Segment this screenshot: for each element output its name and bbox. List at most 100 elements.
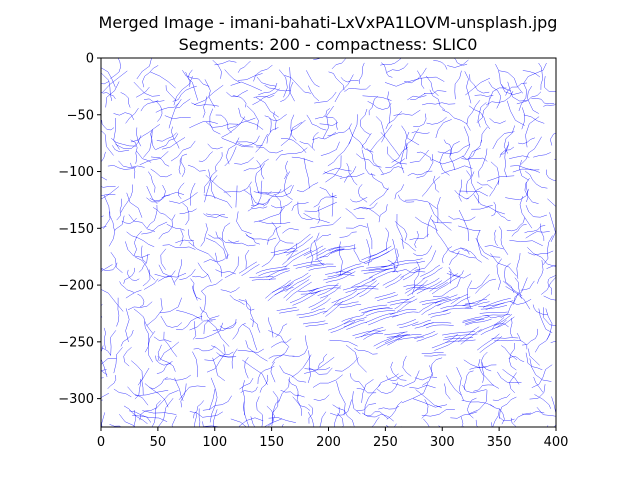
segment-boundary-line: [198, 151, 213, 162]
segment-boundary-line: [389, 309, 417, 316]
segment-boundary-line: [150, 129, 155, 150]
segment-boundary-line: [414, 376, 438, 381]
segment-boundary-line: [109, 424, 122, 427]
segment-boundary-line: [239, 377, 254, 390]
segment-boundary-line: [306, 248, 326, 259]
segment-boundary-line: [258, 220, 291, 224]
segment-boundary-line: [423, 322, 452, 326]
x-tick-label: 150: [259, 435, 284, 450]
segment-boundary-line: [398, 194, 415, 203]
segment-boundary-line: [198, 408, 201, 427]
segment-boundary-line: [238, 135, 260, 147]
segment-boundary-line: [259, 374, 269, 393]
segment-boundary-line: [141, 245, 147, 264]
segment-boundary-line: [111, 138, 137, 147]
segment-boundary-line: [494, 229, 498, 247]
segment-boundary-line: [361, 379, 374, 403]
segment-boundary-line: [155, 390, 179, 410]
segment-boundary-line: [422, 365, 433, 386]
segment-boundary-line: [474, 94, 494, 97]
segment-boundary-line: [542, 235, 553, 266]
segment-boundary-line: [156, 363, 172, 374]
segment-boundary-line: [380, 166, 404, 176]
segment-boundary-line: [304, 357, 335, 374]
segment-boundary-line: [402, 269, 420, 281]
segment-boundary-line: [339, 304, 362, 308]
segment-boundary-line: [410, 93, 426, 100]
segment-boundary-line: [448, 215, 476, 221]
segment-boundary-line: [356, 403, 377, 412]
segment-boundary-line: [201, 425, 219, 427]
segment-boundary-line: [524, 225, 546, 234]
segment-boundary-line: [506, 100, 525, 126]
segment-boundary-line: [477, 333, 500, 351]
segment-boundary-line: [366, 147, 384, 175]
segment-boundary-line: [330, 399, 352, 416]
segment-boundary-line: [520, 136, 542, 165]
segment-boundary-line: [330, 321, 356, 333]
y-tick-label: −300: [58, 392, 94, 407]
segment-boundary-line: [258, 268, 290, 277]
segment-boundary-line: [138, 254, 148, 273]
segment-boundary-line: [205, 121, 239, 128]
segment-boundary-line: [120, 92, 131, 108]
segment-boundary-line: [409, 384, 436, 389]
segment-boundary-line: [171, 415, 177, 427]
segment-boundary-line: [437, 196, 441, 223]
segment-boundary-line: [492, 323, 509, 330]
segment-boundary-line: [101, 289, 124, 312]
segment-boundary-line: [258, 82, 278, 96]
segment-boundary-line: [300, 290, 322, 295]
segment-boundary-line: [240, 386, 258, 393]
segment-boundary-line: [237, 73, 263, 81]
segment-boundary-line: [64, 90, 82, 98]
segment-boundary-line: [327, 138, 352, 167]
segment-boundary-line: [560, 127, 566, 152]
segment-boundary-line: [492, 393, 511, 401]
segment-boundary-line: [289, 288, 317, 304]
segment-boundary-line: [209, 388, 218, 423]
segment-boundary-line: [444, 333, 478, 338]
segment-boundary-line: [345, 208, 365, 219]
segment-boundary-line: [423, 418, 430, 427]
segment-boundary-line: [236, 211, 252, 234]
segment-boundary-line: [384, 331, 408, 336]
segment-boundary-line: [230, 81, 262, 92]
segment-boundary-line: [141, 367, 150, 395]
segment-boundary-line: [352, 330, 381, 336]
segment-boundary-line: [392, 370, 420, 387]
segment-boundary-line: [302, 320, 326, 325]
segment-boundary-line: [334, 406, 340, 427]
segment-boundary-line: [284, 160, 288, 180]
segment-boundary-line: [294, 435, 316, 450]
segment-boundary-line: [280, 121, 303, 146]
segment-boundary-line: [105, 81, 120, 108]
segment-boundary-line: [101, 72, 113, 101]
segment-boundary-line: [401, 382, 429, 404]
y-tick-label: −250: [58, 335, 94, 350]
segment-boundary-line: [460, 416, 464, 427]
segment-boundary-line: [345, 344, 367, 373]
segment-boundary-line: [378, 373, 399, 387]
segment-boundary-line: [516, 253, 521, 279]
segment-boundary-line: [473, 384, 494, 392]
segment-boundary-line: [283, 279, 310, 299]
segment-boundary-line: [266, 267, 288, 278]
segment-boundary-line: [279, 365, 307, 383]
segment-boundary-line: [283, 171, 293, 200]
segment-boundary-line: [270, 361, 276, 383]
segment-boundary-line: [165, 85, 177, 101]
segment-boundary-line: [365, 411, 389, 419]
segment-boundary-line: [458, 190, 489, 197]
segment-boundary-line: [495, 63, 511, 92]
segment-boundary-line: [476, 181, 493, 189]
segment-boundary-line: [469, 274, 490, 290]
segment-boundary-line: [409, 233, 429, 241]
segment-boundary-line: [185, 71, 199, 101]
segment-boundary-line: [255, 133, 268, 153]
segment-boundary-line: [298, 287, 319, 292]
segment-boundary-line: [68, 318, 100, 324]
segment-boundary-line: [257, 184, 292, 194]
segment-boundary-line: [278, 377, 290, 403]
segment-boundary-line: [223, 181, 252, 193]
